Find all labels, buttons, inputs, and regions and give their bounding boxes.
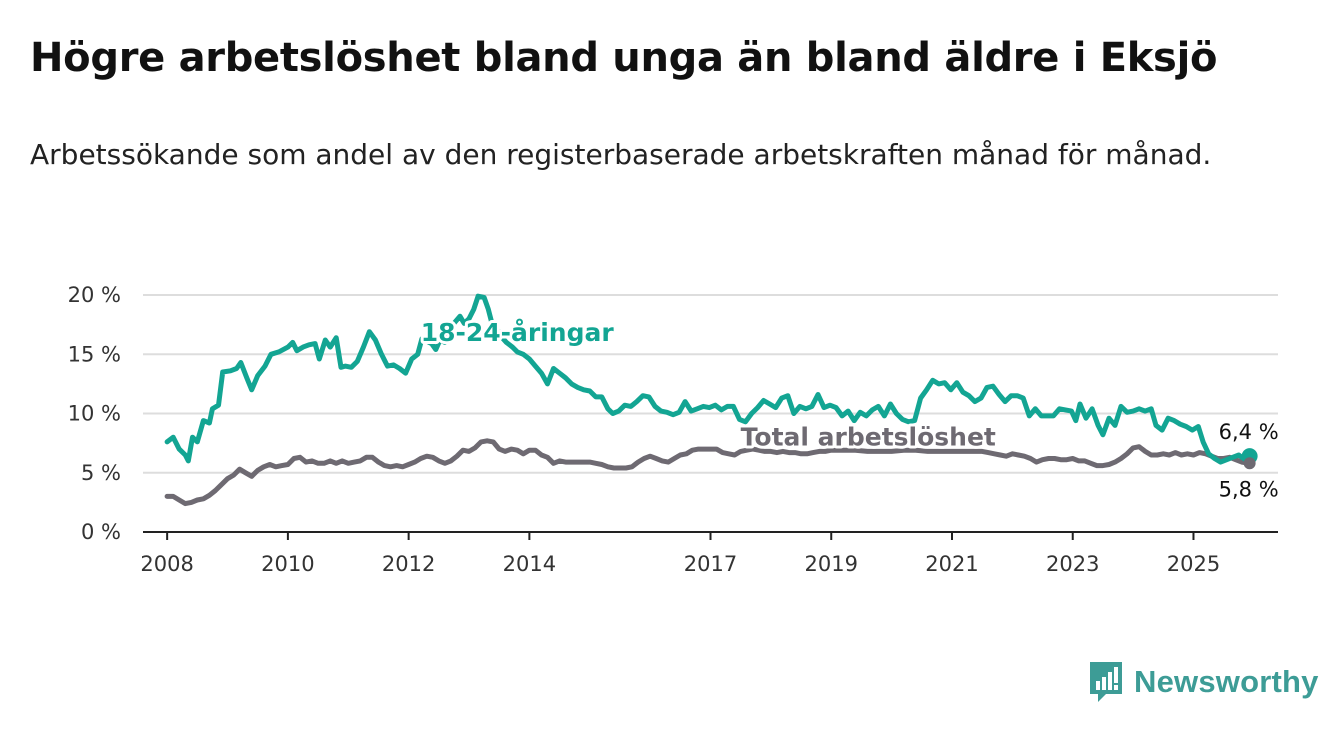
x-tick-label: 2025 [1167,552,1220,576]
x-tick-label: 2023 [1046,552,1099,576]
y-tick-label: 10 % [68,402,121,426]
total-end-value-label: 5,8 % [1219,477,1279,501]
x-tick-label: 2017 [684,552,737,576]
brand-name: Newsworthy [1134,664,1319,699]
line-chart: 0 %5 %10 %15 %20 % 2008 2010 2012 2014 2017 2… [68,283,1281,576]
x-tick-label: 2021 [925,552,978,576]
series-lines [164,293,1258,507]
y-tick-label: 20 % [68,283,121,307]
youth-series-label: 18-24-åringar [421,318,615,347]
y-axis-ticks: 0 % 5 % 10 % 15 % 20 % [68,283,121,544]
youth-series-line [164,293,1253,465]
x-tick-label: 2019 [805,552,858,576]
y-tick-label: 0 % [81,520,121,544]
x-tick-label: 2010 [261,552,314,576]
brand-logo: Newsworthy [1088,660,1319,704]
series-labels: 18-24-åringar Total arbetslöshet 6,4 % 5,8 … [418,315,1281,503]
total-series-line [164,438,1253,507]
x-tick-label: 2012 [382,552,435,576]
page-subtitle: Arbetssökande som andel av den registerb… [30,138,1212,171]
gridlines [143,294,1278,474]
total-end-marker [1243,457,1256,470]
youth-end-value-label: 6,4 % [1219,420,1279,444]
total-series-label: Total arbetslöshet [741,422,996,451]
x-tick-label: 2014 [503,552,556,576]
newsworthy-bar-chart-icon [1090,662,1122,702]
y-tick-label: 15 % [68,342,121,366]
x-axis: 2008 2010 2012 2014 2017 2019 2021 2023 2025 [140,531,1278,576]
x-tick-label: 2008 [140,552,193,576]
y-tick-label: 5 % [81,461,121,485]
page-title: Högre arbetslöshet bland unga än bland ä… [30,35,1218,81]
